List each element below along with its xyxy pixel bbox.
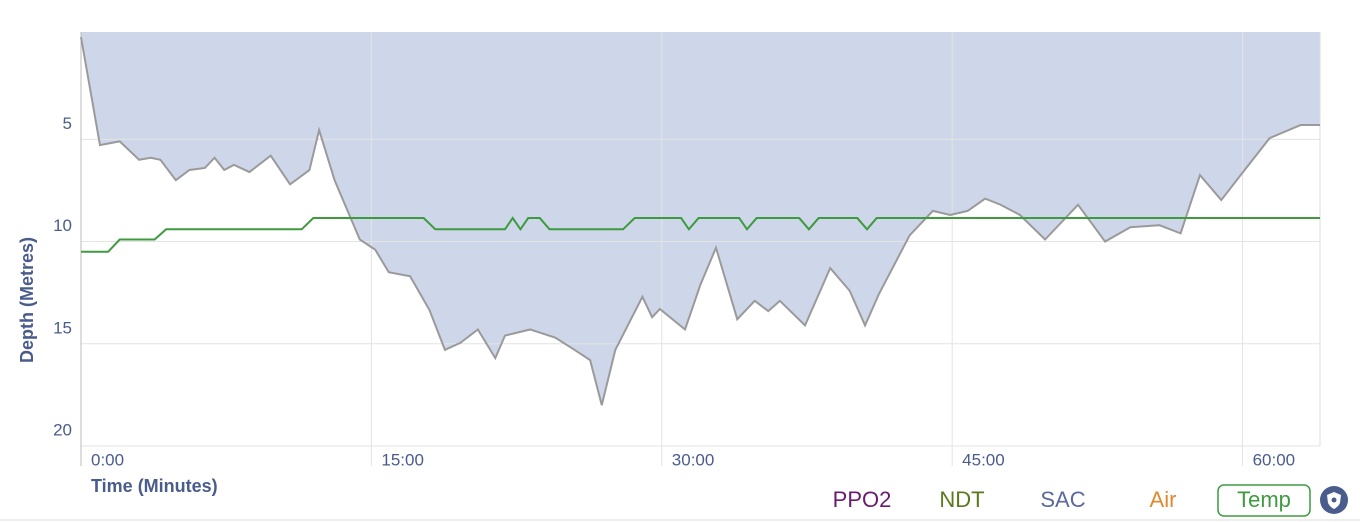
x-tick-label: 45:00: [962, 450, 1005, 469]
legend-item[interactable]: Air: [1150, 487, 1177, 512]
x-axis-label: Time (Minutes): [91, 476, 218, 496]
depth-line: [80, 36, 1320, 406]
x-tick-label: 15:00: [381, 450, 424, 469]
legend-item[interactable]: PPO2: [833, 487, 892, 512]
y-tick-label: 15: [53, 318, 72, 337]
x-tick-label: 60:00: [1253, 450, 1296, 469]
y-tick-label: 5: [63, 114, 72, 133]
x-tick-label: 30:00: [672, 450, 715, 469]
y-axis-label: Depth (Metres): [17, 237, 37, 363]
legend-item[interactable]: NDT: [939, 487, 984, 512]
shield-icon[interactable]: [1320, 486, 1348, 514]
legend-item[interactable]: SAC: [1040, 487, 1085, 512]
plot: 5 10 15 20 0:00 15:00 30:00 45:00 60:00: [53, 32, 1321, 469]
y-tick-label: 20: [53, 420, 72, 439]
y-tick-label: 10: [53, 216, 72, 235]
legend-item[interactable]: Temp: [1237, 487, 1291, 512]
legend-box: [1217, 484, 1311, 517]
x-tick-label: 0:00: [91, 450, 124, 469]
temp-line: [81, 216, 1320, 253]
